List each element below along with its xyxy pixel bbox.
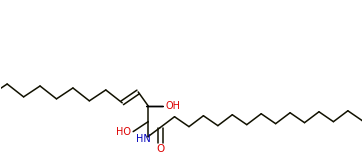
- Text: HN: HN: [136, 134, 151, 143]
- Text: OH: OH: [165, 101, 180, 111]
- Text: O: O: [156, 144, 164, 154]
- Text: HO: HO: [116, 127, 131, 137]
